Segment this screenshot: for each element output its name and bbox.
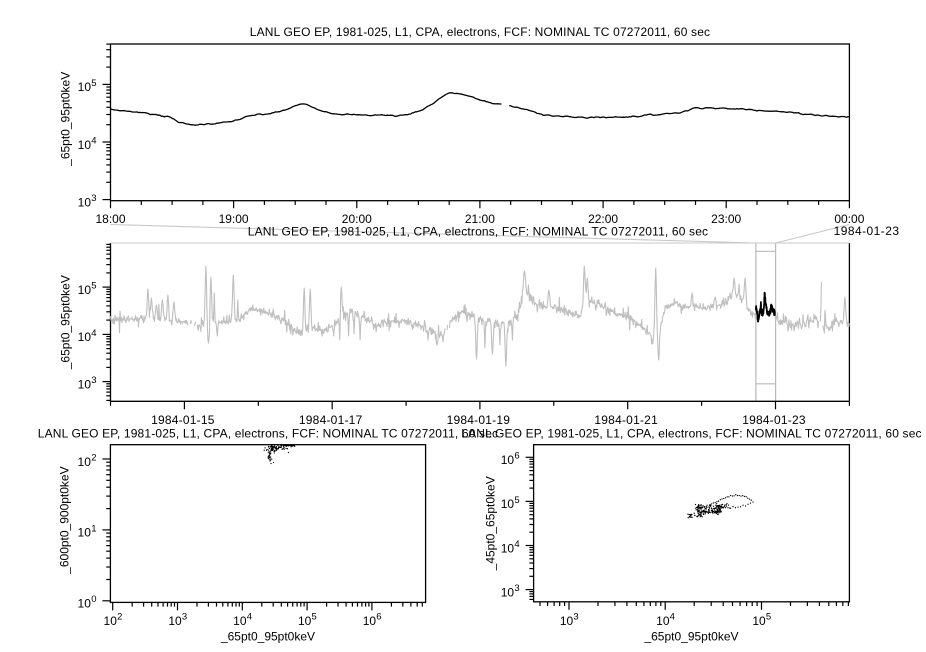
svg-text:3: 3 bbox=[91, 193, 96, 204]
svg-text:1: 1 bbox=[91, 523, 96, 534]
svg-text:4: 4 bbox=[670, 612, 675, 623]
svg-text:10: 10 bbox=[501, 541, 515, 555]
svg-text:10: 10 bbox=[78, 526, 92, 540]
svg-text:_45pt0_65pt0keV: _45pt0_65pt0keV bbox=[484, 476, 498, 571]
svg-text:10: 10 bbox=[752, 614, 766, 628]
svg-text:2: 2 bbox=[91, 452, 96, 463]
svg-text:20:00: 20:00 bbox=[342, 212, 372, 226]
svg-text:3: 3 bbox=[91, 375, 96, 386]
svg-text:3: 3 bbox=[573, 612, 578, 623]
svg-text:4: 4 bbox=[91, 328, 96, 339]
svg-text:4: 4 bbox=[247, 612, 252, 623]
svg-text:10: 10 bbox=[78, 455, 92, 469]
svg-text:23:00: 23:00 bbox=[711, 212, 741, 226]
svg-text:6: 6 bbox=[376, 612, 381, 623]
svg-text:5: 5 bbox=[514, 495, 519, 506]
svg-text:10: 10 bbox=[78, 80, 92, 94]
svg-text:_600pt0_900pt0keV: _600pt0_900pt0keV bbox=[58, 466, 72, 574]
svg-text:4: 4 bbox=[514, 539, 519, 550]
svg-text:2: 2 bbox=[117, 612, 122, 623]
svg-text:LANL GEO EP, 1981-025, L1, CPA: LANL GEO EP, 1981-025, L1, CPA, electron… bbox=[461, 427, 921, 441]
svg-text:10: 10 bbox=[501, 585, 515, 599]
svg-text:10: 10 bbox=[501, 497, 515, 511]
svg-text:10: 10 bbox=[298, 614, 312, 628]
svg-text:1984-01-21: 1984-01-21 bbox=[594, 413, 658, 427]
svg-text:LANL GEO EP, 1981-025, L1, CPA: LANL GEO EP, 1981-025, L1, CPA, electron… bbox=[250, 25, 710, 39]
svg-text:10: 10 bbox=[560, 614, 574, 628]
svg-text:1984-01-23: 1984-01-23 bbox=[742, 413, 806, 427]
svg-text:10: 10 bbox=[233, 614, 247, 628]
svg-text:18:00: 18:00 bbox=[95, 212, 125, 226]
svg-text:1984-01-19: 1984-01-19 bbox=[447, 413, 511, 427]
svg-text:3: 3 bbox=[182, 612, 187, 623]
svg-text:10: 10 bbox=[78, 138, 92, 152]
svg-text:_65pt0_95pt0keV: _65pt0_95pt0keV bbox=[220, 630, 315, 644]
svg-text:LANL GEO EP, 1981-025, L1, CPA: LANL GEO EP, 1981-025, L1, CPA, electron… bbox=[248, 224, 708, 238]
svg-text:21:00: 21:00 bbox=[465, 212, 495, 226]
svg-text:0: 0 bbox=[91, 594, 96, 605]
svg-text:10: 10 bbox=[78, 597, 92, 611]
svg-text:22:00: 22:00 bbox=[588, 212, 618, 226]
svg-text:10: 10 bbox=[78, 283, 92, 297]
svg-text:5: 5 bbox=[91, 281, 96, 292]
svg-text:10: 10 bbox=[104, 614, 118, 628]
svg-text:LANL GEO EP, 1981-025, L1, CPA: LANL GEO EP, 1981-025, L1, CPA, electron… bbox=[38, 427, 498, 441]
svg-text:10: 10 bbox=[78, 330, 92, 344]
svg-text:1984-01-15: 1984-01-15 bbox=[151, 413, 215, 427]
svg-text:10: 10 bbox=[501, 453, 515, 467]
svg-text:3: 3 bbox=[514, 583, 519, 594]
svg-text:10: 10 bbox=[78, 195, 92, 209]
svg-text:_65pt0_95pt0keV: _65pt0_95pt0keV bbox=[643, 630, 738, 644]
svg-text:10: 10 bbox=[168, 614, 182, 628]
svg-text:4: 4 bbox=[91, 135, 96, 146]
svg-text:10: 10 bbox=[656, 614, 670, 628]
svg-text:5: 5 bbox=[312, 612, 317, 623]
svg-text:5: 5 bbox=[91, 78, 96, 89]
svg-text:00:00: 00:00 bbox=[834, 212, 864, 226]
svg-text:_65pt0_95pt0keV: _65pt0_95pt0keV bbox=[58, 72, 72, 167]
svg-text:10: 10 bbox=[363, 614, 377, 628]
svg-text:6: 6 bbox=[514, 451, 519, 462]
svg-text:5: 5 bbox=[766, 612, 771, 623]
svg-text:1984-01-17: 1984-01-17 bbox=[299, 413, 363, 427]
svg-text:19:00: 19:00 bbox=[219, 212, 249, 226]
svg-text:1984-01-23: 1984-01-23 bbox=[834, 224, 900, 238]
svg-text:10: 10 bbox=[78, 377, 92, 391]
svg-text:_65pt0_95pt0keV: _65pt0_95pt0keV bbox=[58, 275, 72, 370]
